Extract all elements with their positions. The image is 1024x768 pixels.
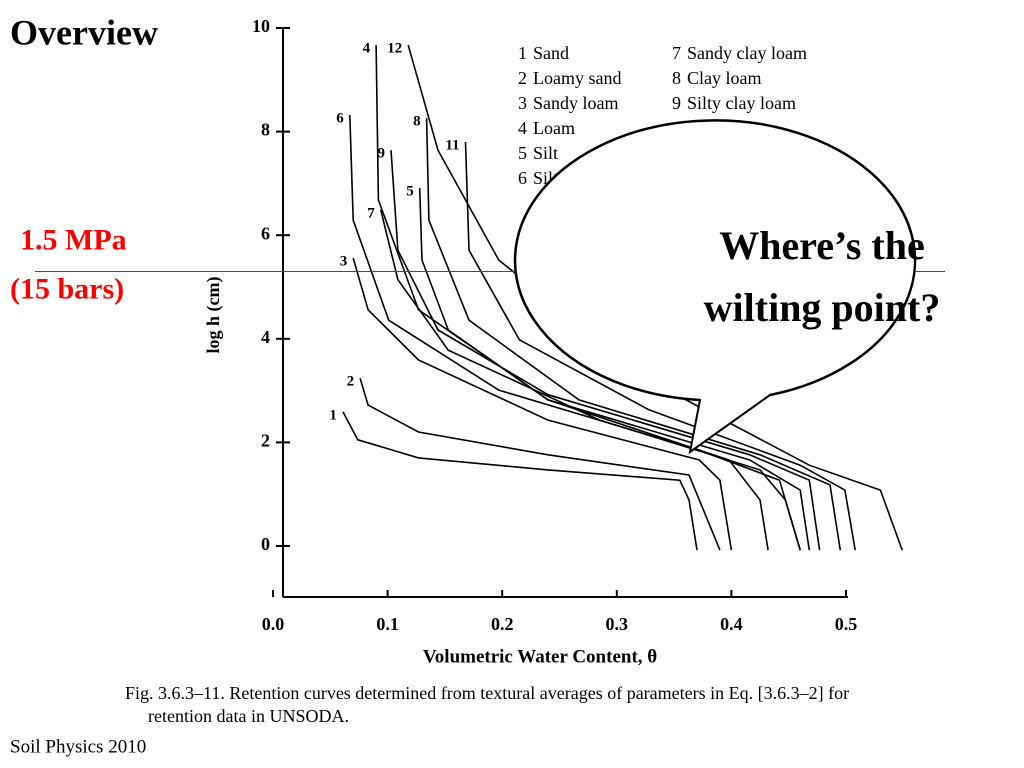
retention-curve [359, 377, 721, 551]
curve-label: 1 [329, 407, 337, 423]
curve-label: 7 [367, 205, 375, 221]
legend-entry: 2 Loamy sand [518, 68, 621, 88]
legend-name: Silt [533, 143, 558, 163]
legend-number: 8 [672, 68, 681, 88]
legend-name: Clay loam [687, 68, 762, 88]
x-tick-label: 0.4 [720, 614, 743, 634]
retention-curve [425, 118, 842, 551]
curve-label: 4 [363, 41, 371, 57]
callout-bubble-outline [513, 119, 917, 402]
curve-label: 12 [387, 41, 402, 57]
curve-label: 5 [406, 183, 414, 199]
retention-curve [390, 150, 821, 551]
legend-name: Loam [533, 118, 575, 138]
retention-curve [352, 257, 733, 551]
curve-label: 2 [347, 374, 355, 390]
legend-number: 3 [518, 93, 527, 113]
legend-entry: 3 Sandy loam [518, 93, 619, 113]
caption: Fig. 3.6.3–11. Retention curves determin… [125, 683, 849, 703]
x-tick-label: 0.3 [606, 614, 629, 634]
legend-number: 9 [672, 93, 681, 113]
legend-name: Sandy clay loam [687, 43, 807, 63]
retention-curve [464, 141, 856, 551]
reference-label: (15 bars) [10, 272, 124, 305]
legend-number: 1 [518, 43, 527, 63]
x-axis-label: Volumetric Water Content, θ [423, 646, 657, 667]
y-tick-label: 10 [252, 16, 270, 36]
curve-label: 11 [445, 137, 459, 153]
legend-entry: 4 Loam [518, 118, 575, 138]
x-tick-label: 0.5 [835, 614, 858, 634]
reference-label: 1.5 MPa [20, 223, 127, 256]
retention-curve [349, 114, 801, 551]
y-tick-label: 8 [261, 120, 270, 140]
x-tick-label: 0.2 [491, 614, 514, 634]
legend-entry: 9 Silty clay loam [672, 93, 796, 113]
curve-label: 8 [413, 114, 421, 130]
retention-curve [342, 411, 698, 551]
legend-entry: 7 Sandy clay loam [672, 43, 807, 63]
legend-name: Sand [533, 43, 569, 63]
y-tick-label: 6 [261, 223, 270, 243]
legend-number: 2 [518, 68, 527, 88]
legend-entry: 8 Clay loam [672, 68, 762, 88]
legend-name: Sandy loam [533, 93, 619, 113]
curve-label: 6 [336, 110, 344, 126]
legend-number: 4 [518, 118, 527, 138]
retention-curve [379, 209, 801, 551]
legend-number: 7 [672, 43, 681, 63]
legend-entry: 5 Silt [518, 143, 558, 163]
y-tick-label: 0 [261, 534, 270, 554]
legend-name: Silty clay loam [687, 93, 796, 113]
y-tick-label: 2 [261, 431, 270, 451]
retention-curve [418, 188, 811, 551]
curve-label: 3 [340, 253, 348, 269]
callout-text: wilting point? [704, 285, 941, 330]
legend-number: 6 [518, 168, 527, 188]
y-axis-label: log h (cm) [203, 277, 224, 354]
legend-number: 5 [518, 143, 527, 163]
footer: Soil Physics 2010 [10, 736, 146, 757]
x-tick-label: 0.0 [262, 614, 285, 634]
y-tick-label: 4 [261, 327, 270, 347]
legend-name: Loamy sand [533, 68, 621, 88]
legend-entry: 1 Sand [518, 43, 569, 63]
curve-label: 9 [378, 146, 386, 162]
caption: retention data in UNSODA. [148, 706, 349, 726]
callout-text: Where’s the [719, 223, 925, 268]
x-tick-label: 0.1 [376, 614, 399, 634]
slide-title: Overview [10, 12, 158, 52]
